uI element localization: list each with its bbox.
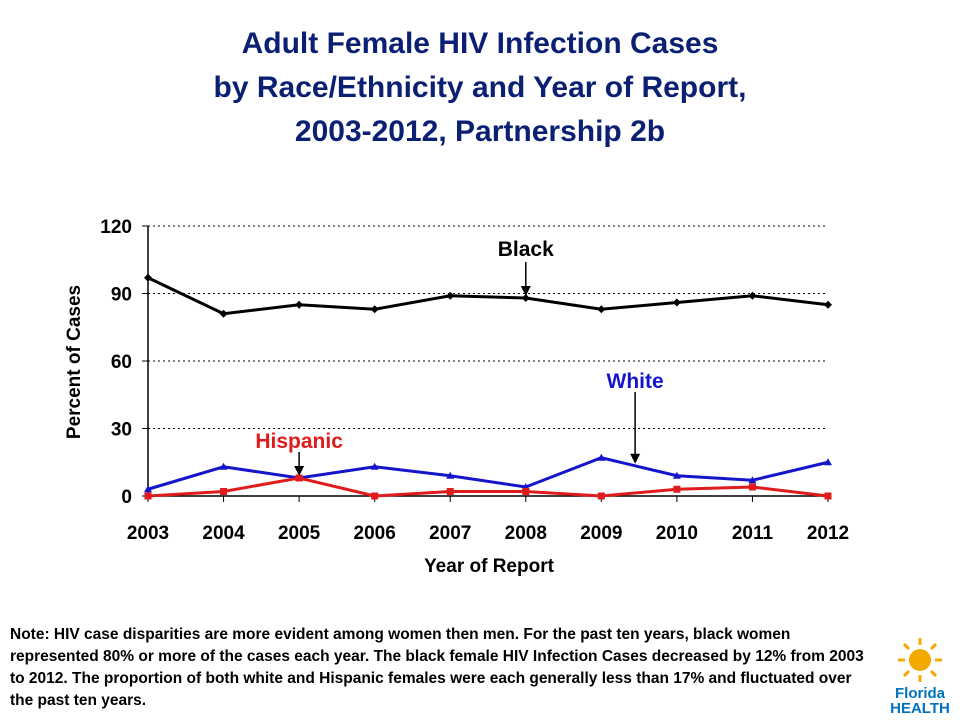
point-black-2009 xyxy=(597,305,606,314)
annotation-label-white: White xyxy=(607,370,664,393)
x-tick-label-2006: 2006 xyxy=(354,523,396,544)
point-black-2006 xyxy=(370,305,379,314)
annotation-arrow-hispanic xyxy=(294,452,305,476)
point-black-2007 xyxy=(446,291,455,300)
point-hispanic-2012 xyxy=(824,492,832,500)
chart-title-line-2: by Race/Ethnicity and Year of Report, xyxy=(213,71,747,104)
point-white-2004 xyxy=(219,462,228,470)
point-black-2003 xyxy=(144,273,152,282)
series-white xyxy=(144,453,832,493)
point-hispanic-2008 xyxy=(522,488,530,495)
y-tick-label-120: 120 xyxy=(100,217,132,238)
point-black-2011 xyxy=(748,291,757,300)
y-tick-label-30: 30 xyxy=(111,420,132,441)
footnote: Note: HIV case disparities are more evid… xyxy=(10,626,864,709)
logo-text-health: HEALTH xyxy=(890,700,950,716)
series-line-white xyxy=(147,456,829,491)
x-tick-label-2005: 2005 xyxy=(278,523,321,544)
annotation-arrow-black xyxy=(520,262,531,296)
annotation-arrow-white xyxy=(630,392,641,464)
florida-health-logo: Florida HEALTH xyxy=(884,636,956,716)
point-black-2004 xyxy=(219,309,228,318)
point-black-2012 xyxy=(824,300,832,309)
point-white-2010 xyxy=(672,471,681,479)
series-black xyxy=(144,273,832,318)
x-tick-label-2011: 2011 xyxy=(732,523,774,544)
sun-icon xyxy=(898,638,942,682)
annotation-label-black: Black xyxy=(498,238,554,261)
annotations-group: Black White Hispanic xyxy=(255,238,664,476)
point-black-2010 xyxy=(672,298,681,307)
point-white-2006 xyxy=(370,462,379,470)
y-tick-label-90: 90 xyxy=(111,285,132,306)
x-tick-label-2004: 2004 xyxy=(202,523,245,544)
point-white-2011 xyxy=(748,476,757,484)
point-hispanic-2004 xyxy=(220,488,228,495)
point-hispanic-2010 xyxy=(673,485,681,493)
series-group xyxy=(144,273,832,500)
point-white-2003 xyxy=(144,485,152,493)
point-black-2005 xyxy=(295,300,304,309)
series-line-hispanic xyxy=(147,476,829,498)
line-chart: 0 30 60 90 120 2003 2004 2005 2006 2007 2008 2009 20… xyxy=(64,217,849,577)
x-tick-label-2007: 2007 xyxy=(429,523,471,544)
point-hispanic-2009 xyxy=(597,492,605,500)
point-hispanic-2003 xyxy=(144,492,152,500)
x-tick-label-2010: 2010 xyxy=(656,523,698,544)
grid-lines xyxy=(148,225,828,429)
x-tick-label-2008: 2008 xyxy=(505,523,547,544)
annotation-arrow-white-head xyxy=(630,453,641,464)
x-axis-label: Year of Report xyxy=(424,556,555,577)
axes: 0 30 60 90 120 2003 2004 2005 2006 2007 2008 2009 20… xyxy=(100,217,849,544)
point-hispanic-2006 xyxy=(371,492,379,500)
y-axis-label: Percent of Cases xyxy=(64,285,85,439)
x-tick-label-2009: 2009 xyxy=(580,523,622,544)
point-hispanic-2005 xyxy=(295,474,303,482)
point-white-2009 xyxy=(597,453,606,461)
logo-text-florida: Florida xyxy=(895,685,946,702)
x-tick-label-2012: 2012 xyxy=(807,523,849,544)
series-line-black xyxy=(147,276,829,316)
chart-title-line-1: Adult Female HIV Infection Cases xyxy=(241,27,719,60)
x-tick-label-2003: 2003 xyxy=(127,523,169,544)
annotation-arrow-black-head xyxy=(520,286,531,296)
y-tick-label-60: 60 xyxy=(111,352,132,373)
point-white-2007 xyxy=(446,471,455,479)
point-hispanic-2007 xyxy=(446,488,454,495)
series-hispanic xyxy=(144,474,832,500)
annotation-arrow-hispanic-head xyxy=(294,466,305,476)
y-tick-label-0: 0 xyxy=(121,487,132,508)
point-hispanic-2011 xyxy=(748,483,756,491)
point-black-2008 xyxy=(521,294,530,302)
annotation-label-hispanic: Hispanic xyxy=(255,430,343,453)
point-white-2012 xyxy=(824,458,832,466)
chart-title-line-3: 2003-2012, Partnership 2b xyxy=(294,115,666,148)
